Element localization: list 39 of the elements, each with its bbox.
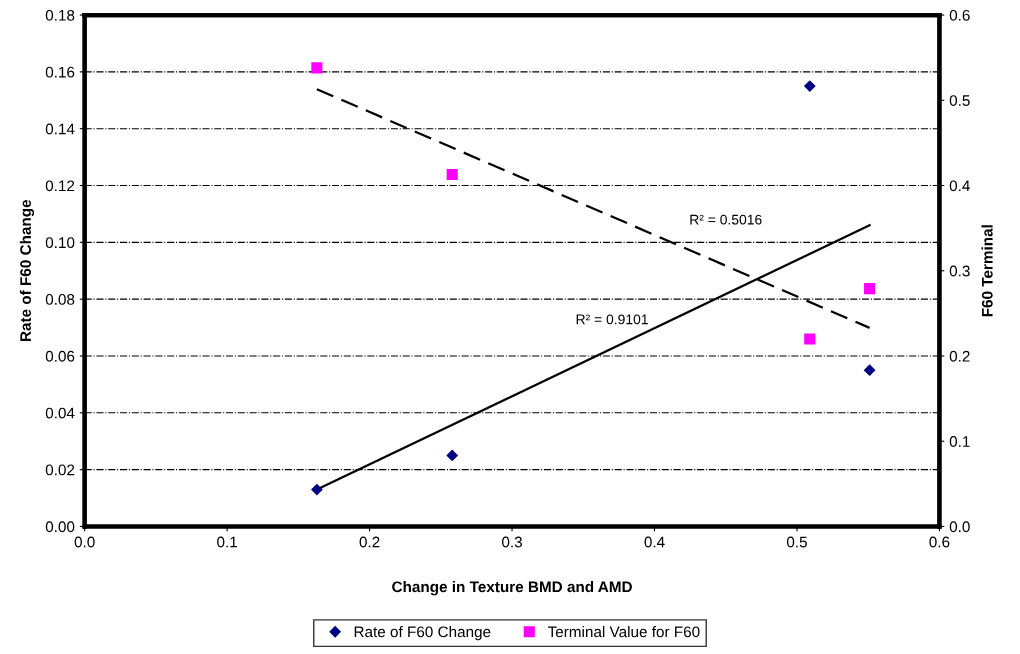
x-axis-title: Change in Texture BMD and AMD (392, 580, 632, 596)
x-tick-label: 0.5 (786, 536, 807, 548)
annotation: R² = 0.9101 (576, 314, 648, 325)
y2-tick-label: 0.2 (949, 350, 970, 362)
legend-label: Rate of F60 Change (354, 626, 491, 641)
y-tick-label: 0.02 (45, 464, 75, 476)
point (864, 364, 876, 376)
y-tick-label: 0.18 (45, 9, 75, 21)
point (446, 168, 458, 180)
y-tick-label: 0.04 (45, 407, 75, 419)
point (804, 333, 816, 345)
y-tick-label: 0.10 (45, 237, 75, 249)
x-tick-label: 0.3 (502, 536, 522, 548)
point (804, 80, 816, 92)
legend-label: Terminal Value for F60 (547, 626, 700, 638)
y2-tick-label: 0.5 (949, 95, 970, 106)
y2-tick-label: 0.4 (949, 180, 970, 192)
x-tick-label: 0.4 (644, 536, 665, 548)
point (311, 483, 323, 496)
y-tick-label: 0.06 (45, 350, 75, 362)
y2-tick-label: 0.3 (949, 265, 970, 277)
y-tick-label: 0.14 (45, 123, 75, 135)
y-tick-label: 0.00 (45, 521, 75, 533)
y2-tick-label: 0.0 (949, 521, 970, 533)
y2-tick-label: 0.1 (949, 436, 970, 447)
x-tick-label: 0.2 (359, 536, 380, 548)
x-tick-label: 0.0 (74, 536, 95, 548)
x-tick-label: 0.6 (929, 536, 950, 548)
y2-axis-title: F60 Terminal (981, 225, 993, 317)
y-tick-label: 0.08 (45, 294, 75, 305)
y-tick-label: 0.12 (45, 180, 75, 192)
x-tick-label: 0.1 (217, 536, 237, 548)
point (446, 449, 458, 462)
y-axis-title: Rate of F60 Change (19, 199, 35, 342)
point (864, 283, 876, 295)
y2-tick-label: 0.6 (949, 9, 970, 21)
point (311, 62, 323, 74)
annotation: R² = 0.5016 (690, 214, 762, 225)
y-tick-label: 0.16 (45, 66, 75, 78)
